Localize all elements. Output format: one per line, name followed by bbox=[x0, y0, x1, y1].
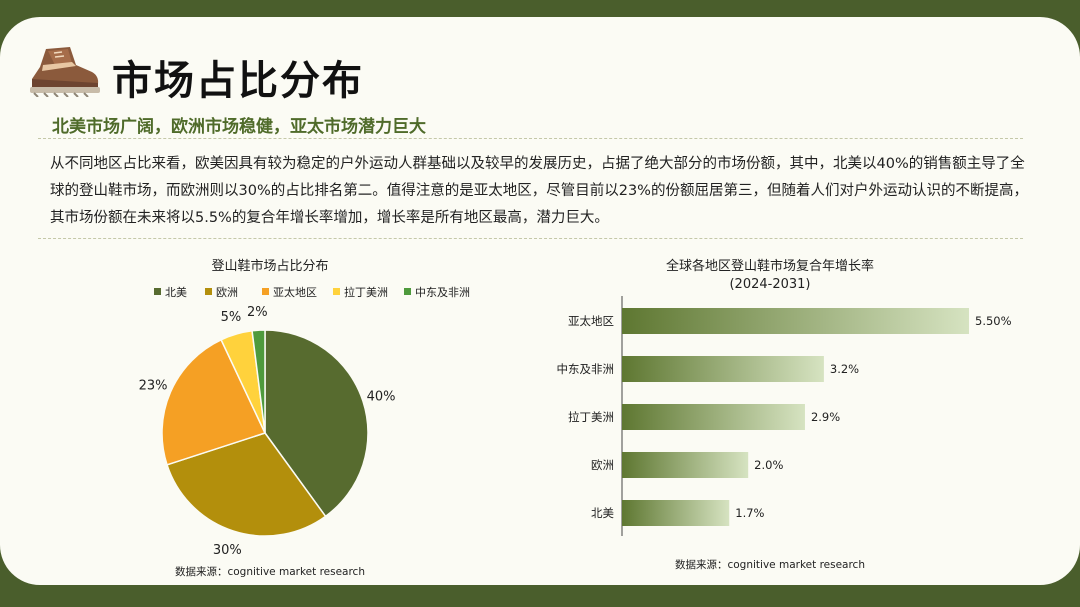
bar-category-label: 欧洲 bbox=[591, 458, 614, 472]
bar-chart: 全球各地区登山鞋市场复合年增长率 (2024-2031) 亚太地区 5.50% 中东… bbox=[557, 258, 1012, 571]
bar-value-label: 5.50% bbox=[975, 314, 1012, 328]
bars: 亚太地区 5.50% 中东及非洲 3.2% 拉丁美洲 2.9% 欧洲 2.0% 北美 1.7% bbox=[557, 308, 1012, 526]
pie-chart: 登山鞋市场占比分布 北美 欧洲 亚太地区 拉丁美洲 中东及非洲 40% 30% 23% 5% 2… bbox=[139, 258, 470, 578]
pie-slices bbox=[161, 329, 369, 537]
bar-chart-title: 全球各地区登山鞋市场复合年增长率 bbox=[666, 258, 874, 274]
pie-chart-title: 登山鞋市场占比分布 bbox=[211, 258, 328, 274]
legend-label: 亚太地区 bbox=[273, 286, 317, 299]
bar bbox=[622, 356, 824, 382]
bar-category-label: 中东及非洲 bbox=[557, 362, 615, 376]
legend-swatch bbox=[404, 288, 411, 295]
bar bbox=[622, 500, 730, 526]
legend-swatch bbox=[333, 288, 340, 295]
bar-value-label: 1.7% bbox=[735, 506, 764, 520]
page-title: 市场占比分布 bbox=[112, 58, 364, 104]
legend-swatch bbox=[262, 288, 269, 295]
pie-slice bbox=[166, 432, 327, 537]
bar-category-label: 拉丁美洲 bbox=[568, 410, 614, 424]
pie-labels: 40% 30% 23% 5% 2% bbox=[139, 305, 396, 558]
pie-value-label: 40% bbox=[367, 389, 396, 404]
legend-swatch bbox=[154, 288, 161, 295]
legend-label: 拉丁美洲 bbox=[344, 285, 388, 299]
pie-slice bbox=[161, 338, 267, 466]
summary-paragraph: 从不同地区占比来看，欧美因具有较为稳定的户外运动人群基础以及较早的发展历史，占据… bbox=[50, 156, 1028, 226]
bar-value-label: 2.9% bbox=[811, 410, 840, 424]
legend-label: 北美 bbox=[165, 286, 187, 299]
bar-value-label: 3.2% bbox=[830, 362, 859, 376]
pie-slice bbox=[264, 329, 369, 518]
pie-value-label: 30% bbox=[213, 543, 242, 558]
bar bbox=[622, 308, 969, 334]
pie-value-label: 5% bbox=[221, 310, 242, 325]
pie-value-label: 23% bbox=[139, 379, 168, 394]
divider bbox=[38, 138, 1023, 139]
bar-chart-subtitle: (2024-2031) bbox=[729, 277, 810, 292]
bar-value-label: 2.0% bbox=[754, 458, 783, 472]
bar-source: 数据来源：cognitive market research bbox=[675, 558, 865, 571]
hiking-boot-icon bbox=[30, 47, 100, 97]
bar bbox=[622, 404, 805, 430]
pie-source: 数据来源：cognitive market research bbox=[175, 565, 365, 578]
divider bbox=[38, 238, 1023, 239]
legend-label: 欧洲 bbox=[216, 286, 238, 299]
pie-slice bbox=[251, 329, 266, 434]
page-subtitle: 北美市场广阔，欧洲市场稳健，亚太市场潜力巨大 bbox=[52, 117, 426, 137]
legend-swatch bbox=[205, 288, 212, 295]
bar-category-label: 北美 bbox=[591, 506, 614, 520]
bar bbox=[622, 452, 749, 478]
legend-label: 中东及非洲 bbox=[415, 286, 470, 299]
pie-legend: 北美 欧洲 亚太地区 拉丁美洲 中东及非洲 bbox=[154, 285, 470, 299]
bar-category-label: 亚太地区 bbox=[568, 314, 614, 328]
pie-value-label: 2% bbox=[247, 305, 268, 320]
